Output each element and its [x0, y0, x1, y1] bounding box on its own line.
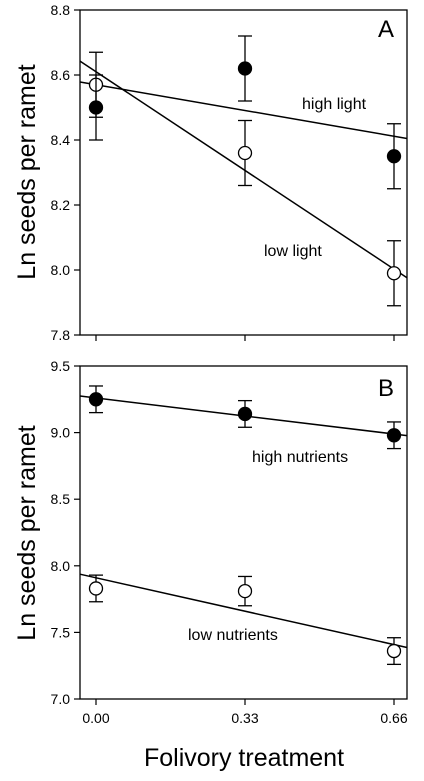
- panel-b-y-tick-label: 7.0: [51, 691, 71, 707]
- panel-a-y-axis: 7.8 8.0 8.2 8.4 8.6 8.8: [51, 2, 80, 343]
- annotation-low-nutrients: low nutrients: [188, 627, 278, 644]
- annotation-high-light: high light: [302, 96, 367, 113]
- panel-b-x-axis: 0.00 0.33 0.66: [82, 699, 408, 726]
- marker-open: [237, 583, 253, 599]
- panel-a-y-tick-label: 7.8: [51, 327, 71, 343]
- panel-b-point-open: [88, 574, 104, 603]
- panel-b-frame: [79, 365, 408, 700]
- panel-b-point-open: [386, 637, 402, 666]
- panel-a-point-filled: [237, 35, 253, 102]
- panel-a-point-filled: [88, 74, 104, 141]
- marker-filled: [237, 406, 253, 422]
- panel-a-point-filled: [386, 123, 402, 190]
- marker-filled: [88, 100, 104, 115]
- panel-b-point-filled: [88, 385, 104, 414]
- panel-b-x-tick-label: 0.33: [231, 710, 258, 726]
- panel-a: 7.8 8.0 8.2 8.4 8.6 8.8 A high light low ligh…: [13, 2, 408, 343]
- panel-a-points: [88, 35, 402, 307]
- panel-b-points: [88, 385, 402, 666]
- panel-b-y-axis-title: Ln seeds per ramet: [13, 425, 41, 640]
- panel-a-point-open: [237, 119, 253, 187]
- panel-a-y-tick-label: 8.8: [51, 2, 71, 18]
- panel-b-x-tick-label: 0.66: [380, 710, 407, 726]
- panel-a-letter: A: [378, 16, 394, 43]
- panel-b-fit-line-open: [79, 573, 408, 649]
- x-axis-title: Folivory treatment: [144, 744, 344, 772]
- panel-b-point-open: [237, 575, 253, 607]
- panel-b-letter: B: [378, 375, 394, 402]
- panel-b-y-axis: 7.0 7.5 8.0 8.5 9.0 9.5: [51, 358, 80, 707]
- annotation-high-nutrients: high nutrients: [252, 449, 348, 466]
- panel-b-y-tick-label: 9.5: [51, 358, 71, 374]
- panel-b-y-tick-label: 8.0: [51, 558, 71, 574]
- marker-filled: [386, 428, 402, 443]
- panel-a-frame: [79, 9, 408, 336]
- panel-b-point-filled: [386, 421, 402, 450]
- marker-open: [88, 581, 104, 596]
- panel-a-y-tick-label: 8.6: [51, 67, 71, 83]
- marker-open: [237, 145, 253, 161]
- annotation-low-light: low light: [264, 243, 322, 260]
- panel-a-fit-lines: [79, 60, 408, 279]
- panel-b: 7.0 7.5 8.0 8.5 9.0 9.5 0.00 0.33 0.66 B high n…: [13, 358, 408, 772]
- panel-b-y-tick-label: 8.5: [51, 491, 71, 507]
- marker-filled: [88, 392, 104, 407]
- panel-b-point-filled: [237, 399, 253, 428]
- panel-b-y-tick-label: 9.0: [51, 425, 71, 441]
- panel-b-y-tick-label: 7.5: [51, 624, 71, 640]
- panel-a-fit-line-filled: [79, 81, 408, 140]
- panel-a-y-tick-label: 8.4: [51, 132, 71, 148]
- panel-a-y-tick-label: 8.2: [51, 197, 71, 213]
- panel-b-x-tick-label: 0.00: [82, 710, 109, 726]
- marker-open: [386, 266, 402, 281]
- marker-filled: [237, 61, 253, 76]
- panel-a-point-open: [386, 240, 402, 307]
- panel-a-x-axis: [95, 335, 395, 341]
- panel-a-fit-line-open: [79, 60, 408, 279]
- marker-filled: [386, 149, 402, 164]
- marker-open: [386, 643, 402, 659]
- panel-a-y-axis-title: Ln seeds per ramet: [13, 64, 41, 279]
- panel-a-y-tick-label: 8.0: [51, 262, 71, 278]
